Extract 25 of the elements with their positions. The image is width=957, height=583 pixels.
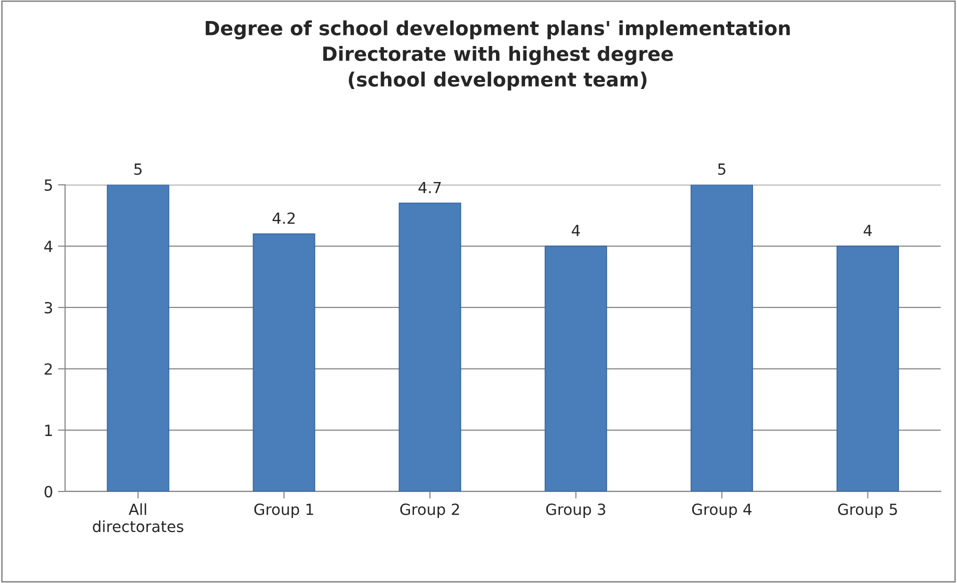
bar xyxy=(106,184,170,492)
data-label: 4.7 xyxy=(418,182,441,194)
data-label: 4 xyxy=(572,224,580,236)
y-tick-label: 2 xyxy=(44,363,52,375)
bar xyxy=(398,202,462,492)
x-tick-label: Group 1 xyxy=(254,504,314,518)
x-tick-label: Group 5 xyxy=(838,504,897,518)
bar xyxy=(836,246,899,492)
data-label: 4.2 xyxy=(272,212,295,224)
x-tick-label: Group 2 xyxy=(400,504,459,518)
x-tick-label: Group 4 xyxy=(692,504,752,518)
bar xyxy=(690,184,754,492)
y-tick-label: 1 xyxy=(45,424,52,436)
chart-title: Degree of school development plans' implementation Directorate with highest degree (school development team) xyxy=(206,20,790,90)
data-label: 5 xyxy=(718,164,726,175)
y-tick-label: 0 xyxy=(44,486,52,498)
x-tick-label: Group 3 xyxy=(546,504,606,518)
data-label: 4 xyxy=(864,224,872,236)
bar xyxy=(252,233,316,492)
y-tick-label: 4 xyxy=(44,240,52,252)
y-tick-label: 3 xyxy=(44,302,52,314)
y-tick-label: 5 xyxy=(44,179,52,191)
data-label: 5 xyxy=(134,164,142,175)
bar xyxy=(544,246,608,492)
x-tick-label: All directorates xyxy=(92,503,184,532)
